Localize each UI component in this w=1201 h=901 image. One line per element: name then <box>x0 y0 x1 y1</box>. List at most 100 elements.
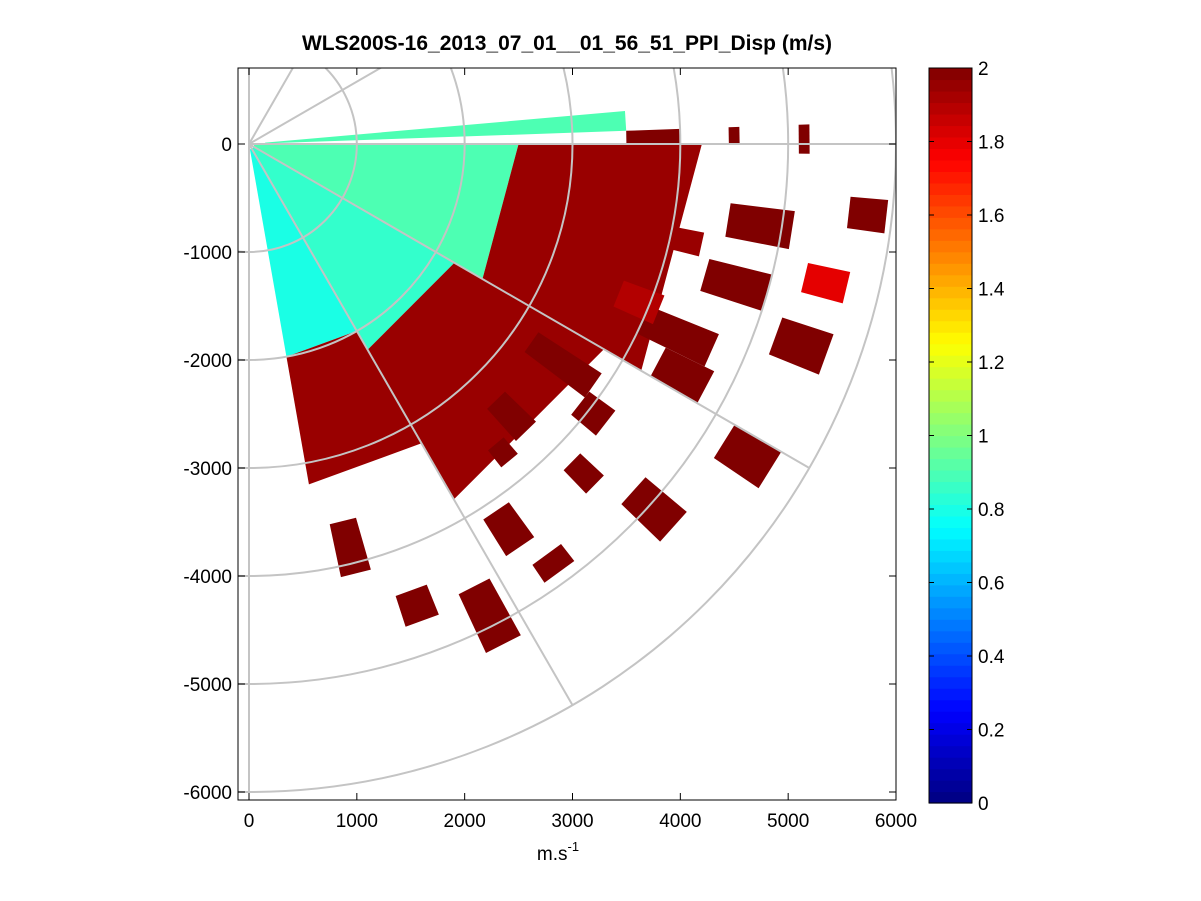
colorbar-band <box>929 780 972 793</box>
colorbar-gradient <box>929 68 972 804</box>
colorbar-band <box>929 504 972 517</box>
ppi-cell <box>798 124 810 154</box>
colorbar-band <box>929 240 972 253</box>
ppi-cell <box>725 203 795 250</box>
x-tick-label: 4000 <box>659 811 701 832</box>
colorbar-band <box>929 366 972 379</box>
y-tick-label: -4000 <box>183 567 232 588</box>
ppi-cell <box>613 280 665 325</box>
colorbar-band <box>929 102 972 115</box>
ppi-cell <box>458 578 521 653</box>
colorbar-band <box>929 642 972 655</box>
axes-frame <box>237 67 897 801</box>
y-tick-label: -2000 <box>183 351 232 372</box>
ppi-cell <box>249 148 357 357</box>
colorbar-tick-label: 1.4 <box>978 280 1005 301</box>
colorbar-band <box>929 263 972 276</box>
colorbar-band <box>929 90 972 104</box>
colorbar-band <box>929 607 972 620</box>
chart-title: WLS200S-16_2013_07_01__01_56_51_PPI_Disp… <box>302 32 832 55</box>
polar-grid-spoke <box>248 143 810 469</box>
colorbar-tick-label: 0.2 <box>978 721 1004 742</box>
colorbar-band <box>929 228 972 241</box>
colorbar-band <box>929 424 972 437</box>
colorbar-band <box>929 389 972 402</box>
ppi-cell <box>251 146 455 350</box>
colorbar-band <box>929 538 972 551</box>
colorbar-band <box>929 194 972 207</box>
y-tick-label: -6000 <box>183 783 232 804</box>
colorbar-band <box>929 309 972 322</box>
colorbar-band <box>929 469 972 483</box>
ppi-cell <box>563 453 604 494</box>
colorbar-tick-label: 0.6 <box>978 574 1004 595</box>
colorbar-band <box>929 515 972 528</box>
colorbar-tick-label: 0.8 <box>978 500 1004 521</box>
colorbar-band <box>929 573 972 586</box>
colorbar-band <box>929 79 972 92</box>
colorbar-band <box>929 378 972 391</box>
ppi-cell <box>488 437 518 468</box>
ppi-cell <box>846 196 889 234</box>
colorbar-band <box>929 251 972 264</box>
ppi-cell <box>286 331 422 485</box>
colorbar-ticks: 0 0.2 0.4 0.6 0.8 1 1.2 1.4 1.6 1.8 2 <box>929 59 1005 815</box>
ppi-cell <box>483 502 535 557</box>
colorbar-band <box>929 205 972 218</box>
colorbar-band <box>929 355 972 368</box>
ppi-cell <box>657 224 705 257</box>
colorbar-band <box>929 159 972 172</box>
colorbar-band <box>929 481 972 494</box>
colorbar-band <box>929 665 972 678</box>
colorbar-band <box>929 745 972 758</box>
colorbar-band <box>929 550 972 563</box>
y-tick-label: -5000 <box>183 675 232 696</box>
colorbar-band <box>929 676 972 689</box>
ppi-cell <box>650 347 715 404</box>
colorbar-band <box>929 734 972 747</box>
colorbar-band <box>929 68 972 81</box>
ppi-cell <box>253 144 519 279</box>
colorbar-band <box>929 446 972 460</box>
ppi-cell <box>395 584 439 627</box>
ppi-cell <box>571 391 616 436</box>
colorbar-band <box>929 171 972 184</box>
ppi-cell <box>728 126 740 144</box>
y-tick-label: 0 <box>221 135 232 156</box>
y-tick-label: -1000 <box>183 243 232 264</box>
colorbar-band <box>929 630 972 643</box>
x-axis-label-base: m.s <box>537 844 568 865</box>
colorbar-band <box>929 412 972 425</box>
colorbar-band <box>929 148 972 161</box>
ppi-cell <box>636 305 719 367</box>
colorbar-tick-label: 2 <box>978 59 989 80</box>
x-axis-label-sup: -1 <box>568 839 580 854</box>
colorbar-band <box>929 561 972 574</box>
ppi-cell <box>524 332 602 398</box>
colorbar-band <box>929 435 972 448</box>
x-tick-label: 6000 <box>875 811 917 832</box>
colorbar-tick-label: 0 <box>978 794 989 815</box>
ppi-cell <box>700 258 773 311</box>
colorbar-band <box>929 125 972 138</box>
colorbar-band <box>929 619 972 632</box>
colorbar-band <box>929 113 972 127</box>
colorbar: 0 0.2 0.4 0.6 0.8 1 1.2 1.4 1.6 1.8 2 <box>928 59 1005 815</box>
colorbar-tick-label: 1.6 <box>978 206 1004 227</box>
colorbar-band <box>929 711 972 724</box>
y-tick-label: -3000 <box>183 459 232 480</box>
colorbar-band <box>929 458 972 471</box>
ppi-cell <box>626 128 681 144</box>
plot-area <box>238 68 896 793</box>
ppi-cell <box>367 262 604 500</box>
colorbar-tick-label: 1.2 <box>978 353 1004 374</box>
x-tick-label: 0 <box>244 811 255 832</box>
colorbar-tick-label: 1 <box>978 427 989 448</box>
colorbar-band <box>929 791 972 804</box>
colorbar-band <box>929 768 972 781</box>
ppi-cell <box>801 263 851 304</box>
colorbar-band <box>929 217 972 230</box>
ppi-cell <box>621 477 687 542</box>
colorbar-band <box>929 527 972 540</box>
